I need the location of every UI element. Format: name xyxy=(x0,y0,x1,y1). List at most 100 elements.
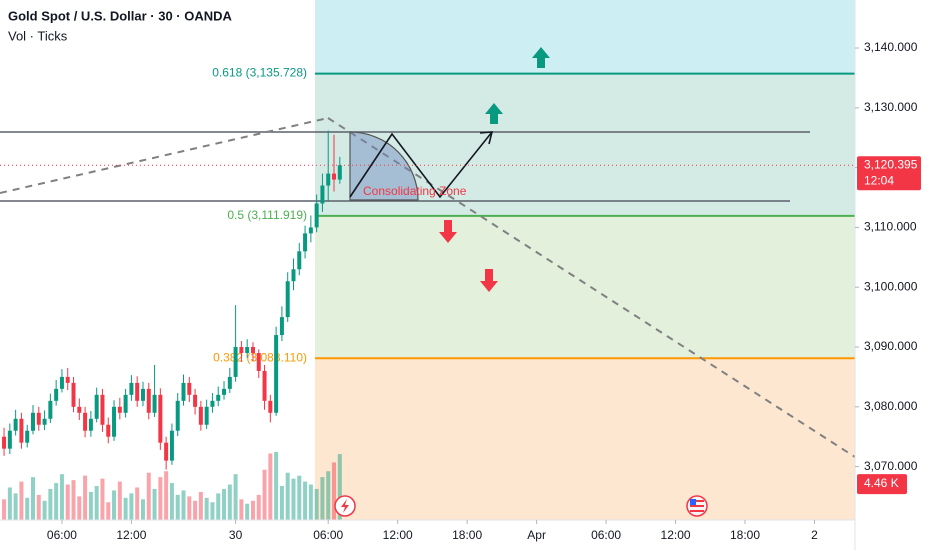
candle-body xyxy=(106,424,111,437)
candle-body xyxy=(256,352,261,371)
volume-bar xyxy=(256,494,261,520)
candle-body xyxy=(129,382,134,395)
candle-body xyxy=(233,347,238,377)
candle-body xyxy=(314,203,319,228)
candle-body xyxy=(19,418,24,443)
candle-body xyxy=(54,388,59,401)
x-tick-label: 12:00 xyxy=(383,528,413,542)
volume-bar xyxy=(250,500,255,520)
lightning-icon xyxy=(341,499,349,513)
volume-bar xyxy=(13,493,18,520)
volume-bar xyxy=(112,490,117,520)
volume-pane xyxy=(2,452,342,520)
candle-body xyxy=(71,382,76,407)
volume-bar xyxy=(175,494,180,520)
volume-bar xyxy=(204,497,209,520)
volume-bar xyxy=(245,503,250,520)
fib-label: 0.618 (3,135.728) xyxy=(212,66,307,80)
candle-body xyxy=(204,406,209,425)
candle-body xyxy=(193,394,198,407)
candle-body xyxy=(36,412,41,425)
candle-body xyxy=(198,406,203,425)
event-icons xyxy=(334,495,708,517)
volume-bar xyxy=(291,478,296,520)
x-tick-label: 18:00 xyxy=(452,528,482,542)
volume-bar xyxy=(135,487,140,520)
volume-bar xyxy=(308,484,313,520)
candle-body xyxy=(88,418,93,431)
candle-body xyxy=(285,281,290,318)
x-tick-label: 18:00 xyxy=(730,528,760,542)
candle-body xyxy=(2,436,7,449)
volume-bar xyxy=(210,502,215,520)
candle-body xyxy=(100,394,105,425)
volume-bar xyxy=(123,497,128,520)
flag-stripe xyxy=(690,500,704,502)
volume-bar xyxy=(146,472,151,520)
up-arrow xyxy=(485,103,503,124)
volume-bar xyxy=(94,486,99,520)
x-tick-label: 12:00 xyxy=(116,528,146,542)
zone-sector xyxy=(349,131,419,201)
candle-body xyxy=(239,347,244,353)
candle-body xyxy=(245,347,250,353)
price-axis xyxy=(855,0,932,550)
volume-bar xyxy=(71,480,76,520)
x-tick-label: 12:00 xyxy=(661,528,691,542)
volume-bar xyxy=(279,486,284,520)
volume-bar xyxy=(320,477,325,520)
candles xyxy=(2,130,342,470)
candle-body xyxy=(169,430,174,461)
candle-body xyxy=(112,406,117,437)
candle-body xyxy=(308,227,313,234)
last-price-tag xyxy=(857,156,921,191)
fib-zone xyxy=(315,358,855,520)
candle-body xyxy=(48,400,53,419)
x-tick-label: 06:00 xyxy=(47,528,77,542)
candle-body xyxy=(117,406,122,413)
y-tick-label: 3,100.000 xyxy=(864,279,918,293)
candle-body xyxy=(152,394,157,413)
candle-body xyxy=(332,173,337,180)
candle-body xyxy=(222,388,227,395)
volume-bar xyxy=(158,477,163,520)
candle-body xyxy=(164,442,169,461)
flag-stripe xyxy=(690,510,704,512)
volume-bar xyxy=(193,500,198,520)
volume-bar xyxy=(140,499,145,520)
y-tick-label: 3,080.000 xyxy=(864,399,918,413)
chart-subtitle: Vol · Ticks xyxy=(8,28,68,43)
fib-zone xyxy=(315,0,855,74)
candle-body xyxy=(274,335,279,413)
volume-bar xyxy=(239,499,244,520)
x-tick-label: Apr xyxy=(527,528,546,542)
volume-bar xyxy=(117,481,122,520)
candle-body xyxy=(187,382,192,395)
candle-body xyxy=(303,233,308,252)
candle-body xyxy=(158,394,163,443)
candle-body xyxy=(7,430,12,449)
candle-body xyxy=(250,347,255,353)
candle-body xyxy=(297,251,302,270)
volume-bar xyxy=(169,483,174,520)
volume-bar xyxy=(36,494,41,520)
up-arrow xyxy=(532,47,550,68)
x-tick-label: 06:00 xyxy=(313,528,343,542)
candle-body xyxy=(337,165,342,180)
drawings xyxy=(0,47,856,458)
volume-bar xyxy=(337,454,342,520)
volume-bar xyxy=(106,502,111,520)
volume-bar xyxy=(83,475,88,520)
candle-body xyxy=(135,382,140,401)
last-volume-tag xyxy=(857,474,907,495)
volume-bar xyxy=(164,471,169,520)
candle-body xyxy=(65,376,70,383)
fib-zone xyxy=(315,73,855,216)
y-tick-label: 3,110.000 xyxy=(864,220,917,234)
candle-body xyxy=(291,269,296,282)
candle-body xyxy=(262,370,267,401)
volume-bar xyxy=(42,500,47,520)
y-tick-label: 3,130.000 xyxy=(864,100,918,114)
volume-bar xyxy=(88,491,93,520)
